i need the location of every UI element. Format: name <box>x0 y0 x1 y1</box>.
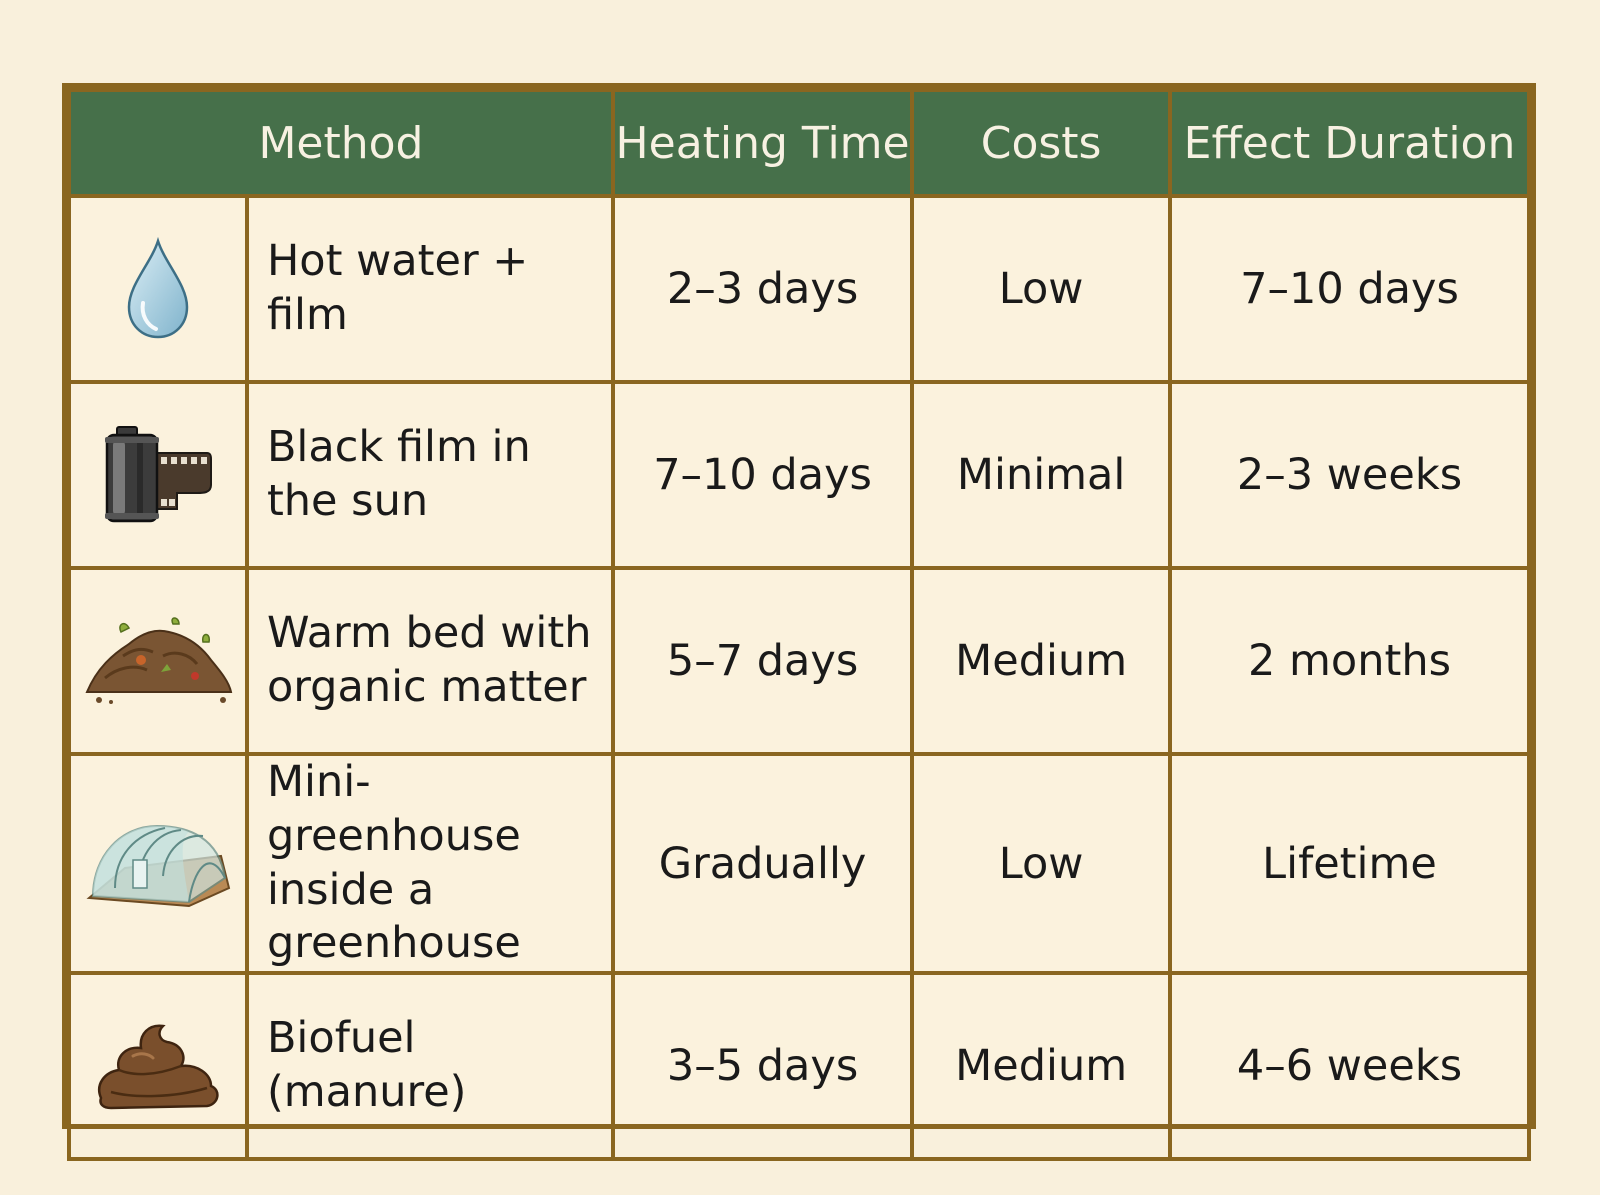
method-cell: Black film in the sun <box>244 380 615 570</box>
icon-cell <box>67 971 249 1161</box>
compost-pile-icon <box>71 616 245 706</box>
heating-time-cell: 7–10 days <box>610 380 915 570</box>
icon-cell <box>67 566 249 756</box>
header-heating-time: Heating Time <box>610 88 915 198</box>
effect-duration-cell: 4–6 weeks <box>1168 971 1531 1161</box>
water-drop-icon <box>71 237 245 341</box>
heating-time-cell: 5–7 days <box>610 566 915 756</box>
comparison-table: Method Heating Time Costs Effect Duratio… <box>67 88 1531 1161</box>
header-effect-duration: Effect Duration <box>1168 88 1531 198</box>
heating-time-cell: 2–3 days <box>610 194 915 384</box>
method-cell: Hot water + film <box>244 194 615 384</box>
method-cell: Warm bed with organic matter <box>244 566 615 756</box>
comparison-table-container: Method Heating Time Costs Effect Duratio… <box>62 83 1536 1161</box>
icon-cell <box>67 752 249 975</box>
film-roll-icon <box>71 423 245 527</box>
effect-duration-cell: 2 months <box>1168 566 1531 756</box>
table-row: Mini-greenhouse inside a greenhouse Grad… <box>67 752 1531 975</box>
method-cell: Biofuel (manure) <box>244 971 615 1161</box>
heating-time-cell: Gradually <box>610 752 915 975</box>
icon-cell <box>67 380 249 570</box>
table-row: Biofuel (manure) 3–5 days Medium 4–6 wee… <box>67 971 1531 1161</box>
icon-cell <box>67 194 249 384</box>
costs-cell: Low <box>910 752 1173 975</box>
header-row: Method Heating Time Costs Effect Duratio… <box>67 88 1531 198</box>
method-cell: Mini-greenhouse inside a greenhouse <box>244 752 615 975</box>
effect-duration-cell: Lifetime <box>1168 752 1531 975</box>
heating-time-cell: 3–5 days <box>610 971 915 1161</box>
manure-icon <box>71 1020 245 1112</box>
effect-duration-cell: 7–10 days <box>1168 194 1531 384</box>
header-method: Method <box>67 88 615 198</box>
table-row: Hot water + film 2–3 days Low 7–10 days <box>67 194 1531 384</box>
header-costs: Costs <box>910 88 1173 198</box>
table-row: Warm bed with organic matter 5–7 days Me… <box>67 566 1531 756</box>
costs-cell: Medium <box>910 971 1173 1161</box>
greenhouse-icon <box>71 816 245 912</box>
costs-cell: Low <box>910 194 1173 384</box>
costs-cell: Medium <box>910 566 1173 756</box>
costs-cell: Minimal <box>910 380 1173 570</box>
table-row: Black film in the sun 7–10 days Minimal … <box>67 380 1531 570</box>
effect-duration-cell: 2–3 weeks <box>1168 380 1531 570</box>
